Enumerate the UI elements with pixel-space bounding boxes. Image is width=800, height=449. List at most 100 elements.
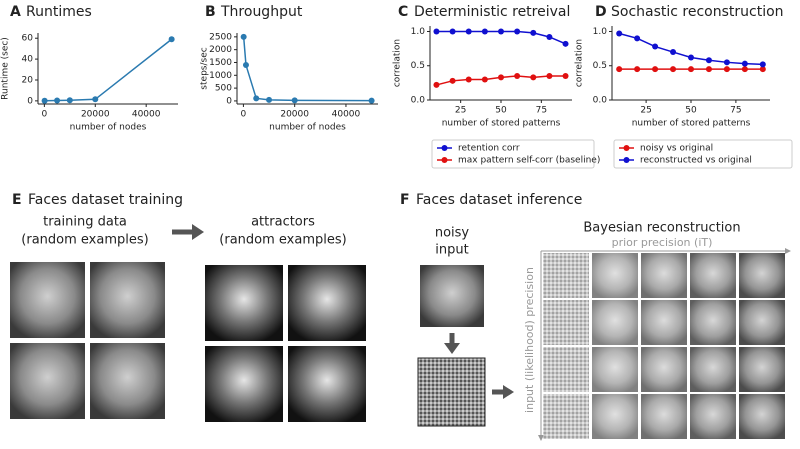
data-point bbox=[634, 35, 641, 42]
data-point bbox=[481, 28, 488, 35]
y-tick-label: 500 bbox=[215, 84, 232, 94]
data-point bbox=[723, 66, 730, 73]
recon-image bbox=[690, 394, 736, 439]
data-point bbox=[514, 28, 521, 35]
y-tick-label: 0.5 bbox=[593, 61, 607, 71]
data-point bbox=[652, 66, 659, 73]
data-point bbox=[498, 28, 504, 35]
heading: input bbox=[435, 243, 468, 258]
training-images bbox=[10, 262, 165, 419]
data-point bbox=[266, 96, 273, 103]
reconstruction-grid bbox=[543, 253, 785, 439]
legend-label: reconstructed vs original bbox=[640, 156, 752, 166]
data-point bbox=[530, 74, 537, 81]
chart-title: Deterministic retreival bbox=[414, 4, 570, 20]
x-tick-label: 50 bbox=[685, 106, 697, 116]
recon-image bbox=[690, 253, 736, 298]
attractor-images bbox=[205, 265, 366, 422]
recon-image bbox=[592, 394, 638, 439]
panel-letter: E bbox=[12, 192, 22, 208]
panel-title: Faces dataset inference bbox=[416, 192, 582, 208]
data-point bbox=[433, 28, 440, 35]
data-point bbox=[291, 97, 298, 104]
recon-image bbox=[641, 347, 687, 392]
panel-letter: F bbox=[400, 192, 410, 208]
y-axis-label: steps/sec bbox=[200, 47, 210, 89]
y-axis-label: correlation bbox=[575, 39, 585, 87]
panel-title: Faces dataset training bbox=[28, 192, 183, 208]
attractor-image bbox=[288, 346, 366, 422]
y-axis-label: Runtime (sec) bbox=[1, 37, 11, 100]
y-axis-label: correlation bbox=[393, 39, 403, 87]
data-point bbox=[546, 73, 553, 80]
recon-image bbox=[543, 347, 589, 392]
recon-image bbox=[592, 347, 638, 392]
grid-title: Bayesian reconstruction bbox=[583, 221, 740, 236]
y-tick-label: 0 bbox=[226, 96, 232, 106]
data-point bbox=[514, 73, 521, 80]
x-axis-label: number of stored patterns bbox=[442, 119, 561, 129]
arrow-head bbox=[503, 385, 514, 399]
data-point bbox=[66, 97, 73, 104]
y-tick-label: 1.0 bbox=[593, 27, 608, 37]
x-axis-label: number of nodes bbox=[70, 123, 147, 133]
legend-box bbox=[613, 139, 793, 169]
x-tick-label: 0 bbox=[41, 110, 47, 120]
heading: attractors bbox=[251, 215, 315, 230]
noisy-image bbox=[417, 357, 486, 427]
data-point bbox=[705, 57, 712, 64]
chart-title: Throughput bbox=[220, 4, 303, 20]
face-image bbox=[90, 262, 165, 338]
data-point bbox=[41, 97, 48, 104]
y-tick-label: 1500 bbox=[209, 58, 232, 68]
legend-swatch bbox=[441, 157, 448, 163]
face-image bbox=[10, 343, 85, 419]
y-tick-label: 2000 bbox=[209, 45, 232, 55]
recon-image bbox=[543, 300, 589, 345]
attractor-image bbox=[205, 265, 283, 341]
legend-label: max pattern self-corr (baseline) bbox=[458, 156, 600, 166]
data-point bbox=[530, 29, 537, 36]
legend-label: retention corr bbox=[458, 144, 520, 154]
axis-label: input (likelihood) precision bbox=[523, 267, 536, 413]
x-tick-label: 20000 bbox=[280, 110, 309, 120]
legend-swatch bbox=[623, 157, 630, 163]
data-point bbox=[688, 66, 694, 73]
y-tick-label: 20 bbox=[22, 75, 34, 85]
data-point bbox=[449, 77, 456, 84]
recon-image bbox=[739, 300, 785, 345]
panel-letter: B bbox=[205, 4, 216, 20]
data-point bbox=[465, 28, 472, 35]
input-image bbox=[420, 265, 484, 327]
recon-image bbox=[543, 253, 589, 298]
data-point bbox=[54, 97, 61, 104]
heading: noisy bbox=[435, 226, 470, 241]
data-point bbox=[634, 66, 641, 73]
attractor-image bbox=[288, 265, 366, 341]
data-point bbox=[652, 43, 659, 50]
recon-image bbox=[739, 347, 785, 392]
recon-image bbox=[739, 394, 785, 439]
recon-image bbox=[690, 300, 736, 345]
data-point bbox=[433, 81, 440, 88]
y-tick-label: 1000 bbox=[209, 71, 232, 81]
y-tick-label: 1.0 bbox=[411, 27, 426, 37]
x-axis-label: number of stored patterns bbox=[632, 119, 751, 129]
x-tick-label: 20000 bbox=[81, 110, 110, 120]
data-point bbox=[498, 74, 504, 81]
x-tick-label: 50 bbox=[495, 106, 507, 116]
data-point bbox=[741, 66, 748, 73]
data-point bbox=[616, 66, 623, 73]
y-tick-label: 40 bbox=[22, 55, 34, 65]
x-tick-label: 75 bbox=[730, 106, 741, 116]
data-point bbox=[253, 95, 260, 102]
recon-image bbox=[739, 253, 785, 298]
data-point bbox=[741, 60, 748, 67]
data-point bbox=[449, 28, 456, 35]
x-tick-label: 40000 bbox=[132, 110, 161, 120]
y-tick-label: 0.5 bbox=[411, 61, 425, 71]
data-point bbox=[759, 66, 766, 73]
data-point bbox=[670, 49, 677, 56]
legend-swatch bbox=[623, 145, 630, 151]
data-point bbox=[759, 61, 766, 68]
